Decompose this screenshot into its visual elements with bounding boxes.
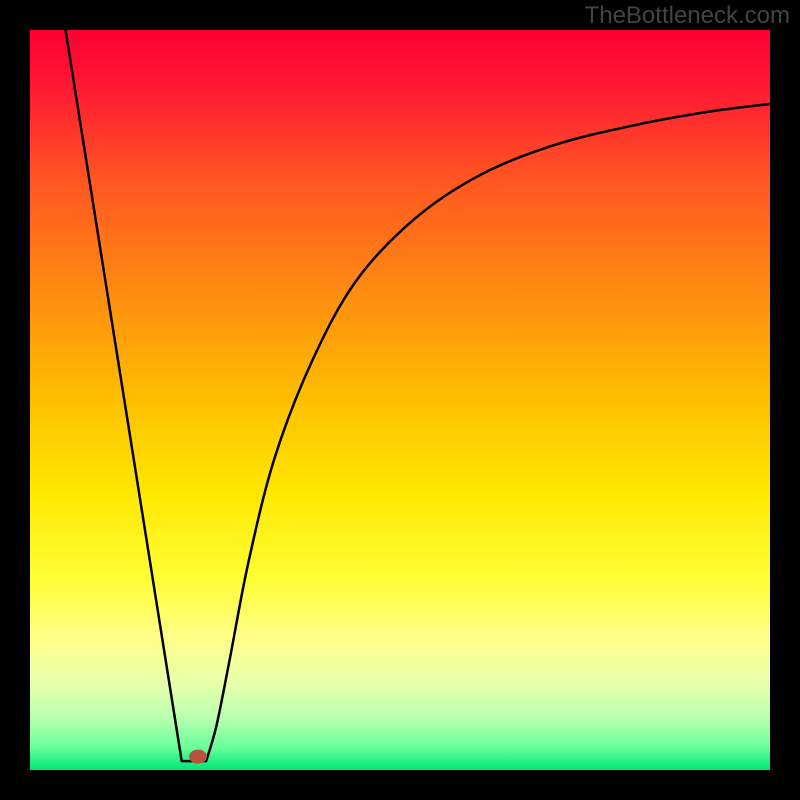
watermark-text: TheBottleneck.com bbox=[585, 2, 790, 30]
chart-stage: TheBottleneck.com bbox=[0, 0, 800, 800]
optimal-point-marker bbox=[189, 750, 207, 764]
gradient-background bbox=[30, 30, 770, 770]
bottleneck-curve-chart bbox=[0, 0, 800, 800]
